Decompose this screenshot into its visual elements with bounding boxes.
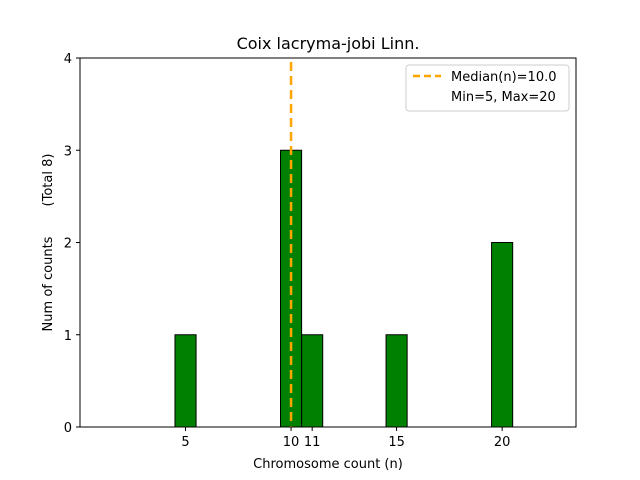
- x-axis-label: Chromosome count (n): [253, 457, 403, 472]
- bar-11: [301, 334, 324, 428]
- x-tick-label-5: 5: [181, 435, 189, 450]
- legend-entry-range: Min=5, Max=20: [451, 90, 556, 105]
- y-axis-label: Num of counts: [41, 236, 56, 331]
- bar-20: [491, 242, 514, 428]
- bar-15: [385, 334, 408, 428]
- bar-5: [174, 334, 197, 428]
- x-ticks: 5 10 11 15 20: [181, 427, 510, 450]
- legend-entry-median: Median(n)=10.0: [451, 70, 557, 85]
- y-axis-total-label: (Total 8): [41, 154, 56, 207]
- chart-title: Coix lacryma-jobi Linn.: [237, 34, 420, 53]
- legend-box: [405, 64, 570, 112]
- x-tick-label-20: 20: [494, 435, 511, 450]
- y-tick-label-4: 4: [64, 52, 72, 67]
- x-tick-label-10: 10: [283, 435, 300, 450]
- x-tick-label-11: 11: [304, 435, 321, 450]
- y-tick-label-2: 2: [64, 237, 72, 252]
- y-tick-label-3: 3: [64, 144, 72, 159]
- y-tick-label-0: 0: [64, 421, 72, 436]
- legend: Median(n)=10.0 Min=5, Max=20: [405, 64, 570, 112]
- y-ticks: 0 1 2 3 4: [64, 52, 80, 436]
- x-tick-label-15: 15: [388, 435, 405, 450]
- y-tick-label-1: 1: [64, 329, 72, 344]
